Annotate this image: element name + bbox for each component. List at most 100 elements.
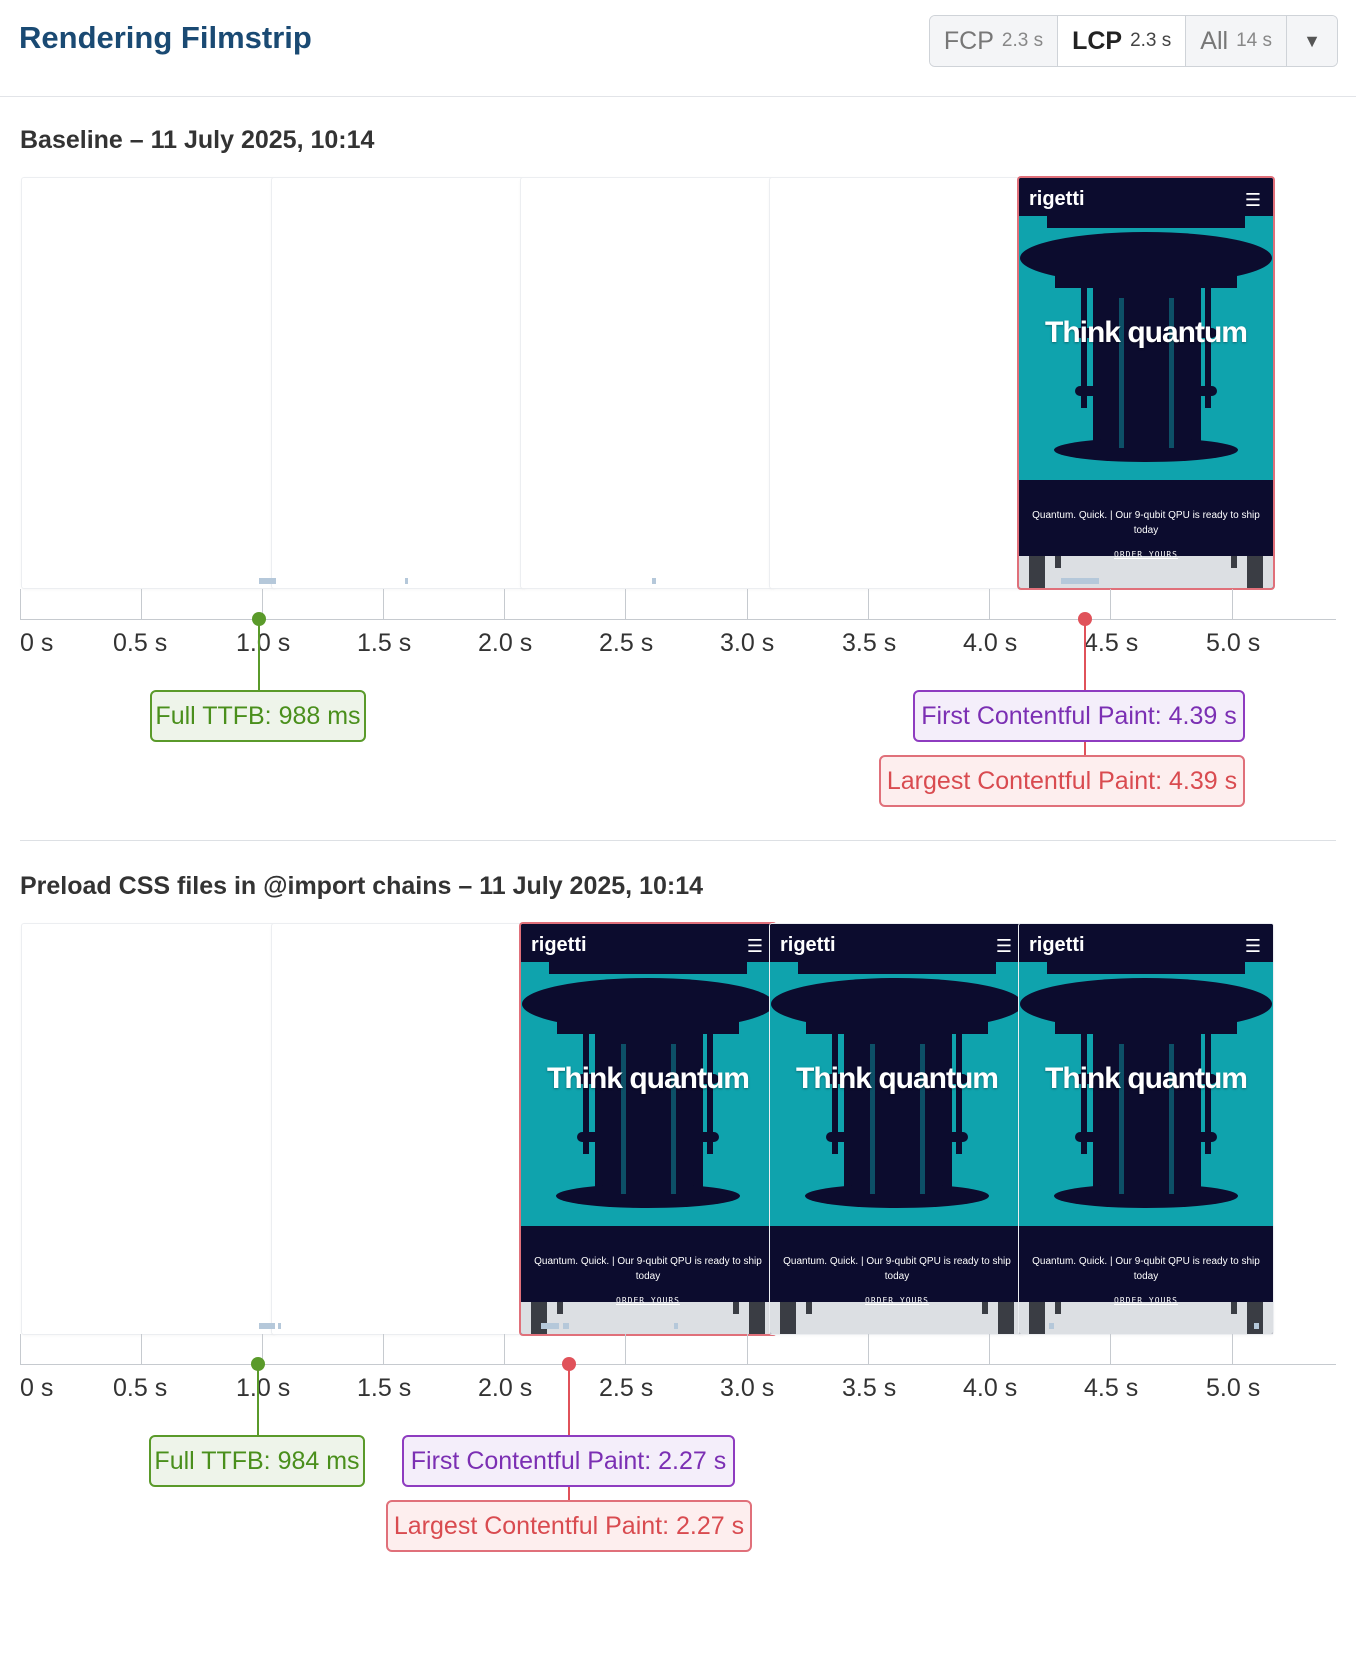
axis-tick [625, 589, 626, 619]
hero-heading: Think quantum [1045, 316, 1248, 349]
axis-tick [868, 1334, 869, 1364]
axis-tick-label: 4.5 s [1084, 1374, 1139, 1402]
lcp-marker-line [568, 1364, 570, 1436]
filmstrip-frame-blank[interactable] [272, 924, 526, 1334]
filter-segmented-control: FCP 2.3 s LCP 2.3 s All 14 s ▼ [928, 15, 1338, 67]
filmstrip-frame-blank[interactable] [22, 924, 276, 1334]
hero-heading: Think quantum [1045, 1062, 1248, 1095]
lcp-connector-line [1084, 742, 1086, 756]
activity-marker [259, 578, 276, 584]
ttfb-badge: Full TTFB: 984 ms [149, 1435, 365, 1487]
axis-tick-label: 4.0 s [963, 629, 1018, 657]
filmstrip-frame-blank[interactable] [770, 178, 1024, 588]
filter-lcp-value: 2.3 s [1130, 30, 1172, 51]
axis-tick [1232, 589, 1233, 619]
filmstrip-header: Rendering Filmstrip FCP 2.3 s LCP 2.3 s … [0, 0, 1356, 97]
lcp-marker-dot [562, 1357, 576, 1371]
hero-caption: Quantum. Quick. | Our 9-qubit QPU is rea… [1032, 1256, 1260, 1282]
axis-tick-label: 2.5 s [599, 629, 654, 657]
activity-marker [1061, 578, 1099, 584]
hero-caption: Quantum. Quick. | Our 9-qubit QPU is rea… [783, 1256, 1011, 1282]
filmstrip-frame-blank[interactable] [521, 178, 775, 588]
axis-tick [141, 1334, 142, 1364]
filmstrip-frame-blank[interactable] [272, 178, 526, 588]
hero-caption: Quantum. Quick. | Our 9-qubit QPU is rea… [534, 1256, 762, 1282]
hamburger-menu-icon: ☰ [1244, 190, 1261, 210]
axis-tick [868, 589, 869, 619]
fcp-badge: First Contentful Paint: 4.39 s [913, 690, 1245, 742]
axis-tick-label: 3.0 s [720, 1374, 775, 1402]
page-screenshot: rigetti ☰ Think quantum Quantum. Quick. | O… [521, 924, 775, 1334]
fcp-badge: First Contentful Paint: 2.27 s [402, 1435, 735, 1487]
axis-line [20, 619, 1336, 620]
filter-fcp-button[interactable]: FCP 2.3 s [929, 16, 1059, 66]
axis-tick-label: 5.0 s [1206, 1374, 1261, 1402]
lcp-connector-line [568, 1487, 570, 1501]
axis-tick [989, 589, 990, 619]
hero-heading: Think quantum [796, 1062, 999, 1095]
filter-fcp-label: FCP [943, 26, 994, 55]
activity-marker [563, 1323, 569, 1329]
axis-tick-label: 2.0 s [478, 629, 533, 657]
cta-link: ORDER YOURS [1114, 550, 1178, 559]
axis-tick [20, 589, 21, 619]
axis-tick [383, 589, 384, 619]
filmstrip-frame-blank[interactable] [22, 178, 276, 588]
page-screenshot: rigetti ☰ Think quantum Quantum. Quick. | O… [1019, 178, 1273, 588]
ttfb-marker-dot [251, 1357, 265, 1371]
hero-heading: Think quantum [547, 1062, 750, 1095]
activity-marker [278, 1323, 281, 1329]
lcp-marker-line [1084, 619, 1086, 691]
brand-logo: rigetti [1029, 188, 1085, 210]
ttfb-badge: Full TTFB: 988 ms [150, 690, 366, 742]
page-screenshot: rigetti ☰ Think quantum Quantum. Quick. | O… [770, 924, 1024, 1334]
activity-marker [1049, 1323, 1054, 1329]
axis-tick [747, 1334, 748, 1364]
axis-tick [504, 1334, 505, 1364]
filter-fcp-value: 2.3 s [1001, 30, 1044, 51]
filter-all-label: All [1200, 26, 1229, 55]
activity-marker [652, 578, 656, 584]
test-title-preload: Preload CSS files in @import chains – 11… [20, 872, 704, 900]
filter-all-value: 14 s [1236, 30, 1272, 51]
filmstrip-frame-rendered[interactable]: rigetti ☰ Think quantum Quantum. Quick. | O… [1019, 924, 1273, 1334]
page-title: Rendering Filmstrip [19, 20, 312, 55]
cta-link: ORDER YOURS [616, 1296, 680, 1305]
axis-tick-label: 2.5 s [599, 1374, 654, 1402]
axis-tick [141, 589, 142, 619]
filmstrip-frame-rendered[interactable]: rigetti ☰ Think quantum Quantum. Quick. | O… [1019, 178, 1273, 588]
axis-line [20, 1364, 1336, 1365]
axis-tick-label: 1.0 s [236, 1374, 291, 1402]
axis-tick-label: 4.5 s [1084, 629, 1139, 657]
lcp-badge: Largest Contentful Paint: 4.39 s [879, 755, 1245, 807]
brand-logo: rigetti [780, 934, 836, 956]
axis-tick [989, 1334, 990, 1364]
axis-tick-label: 5.0 s [1206, 629, 1261, 657]
brand-logo: rigetti [531, 934, 587, 956]
filter-lcp-button[interactable]: LCP 2.3 s [1058, 16, 1187, 66]
cta-link: ORDER YOURS [865, 1296, 929, 1305]
hamburger-menu-icon: ☰ [995, 936, 1012, 956]
cta-link: ORDER YOURS [1114, 1296, 1178, 1305]
activity-marker [405, 578, 408, 584]
filmstrip-frame-rendered[interactable]: rigetti ☰ Think quantum Quantum. Quick. | O… [521, 924, 775, 1334]
axis-tick [1110, 1334, 1111, 1364]
axis-tick-label: 0 s [20, 1374, 54, 1402]
axis-tick [625, 1334, 626, 1364]
chevron-down-icon[interactable]: ▼ [1287, 16, 1337, 66]
axis-tick [1110, 589, 1111, 619]
section-divider [20, 840, 1336, 841]
axis-tick-label: 1.0 s [236, 629, 291, 657]
axis-tick [504, 589, 505, 619]
page-screenshot: rigetti ☰ Think quantum Quantum. Quick. | O… [1019, 924, 1273, 1334]
ttfb-marker-line [258, 619, 260, 691]
filmstrip-frame-rendered[interactable]: rigetti ☰ Think quantum Quantum. Quick. | O… [770, 924, 1024, 1334]
ttfb-marker-line [257, 1364, 259, 1436]
hamburger-menu-icon: ☰ [1244, 936, 1261, 956]
axis-tick [262, 589, 263, 619]
axis-tick-label: 4.0 s [963, 1374, 1018, 1402]
axis-tick-label: 3.5 s [842, 629, 897, 657]
filter-all-button[interactable]: All 14 s [1186, 16, 1287, 66]
activity-marker [259, 1323, 275, 1329]
activity-marker [1254, 1323, 1259, 1329]
